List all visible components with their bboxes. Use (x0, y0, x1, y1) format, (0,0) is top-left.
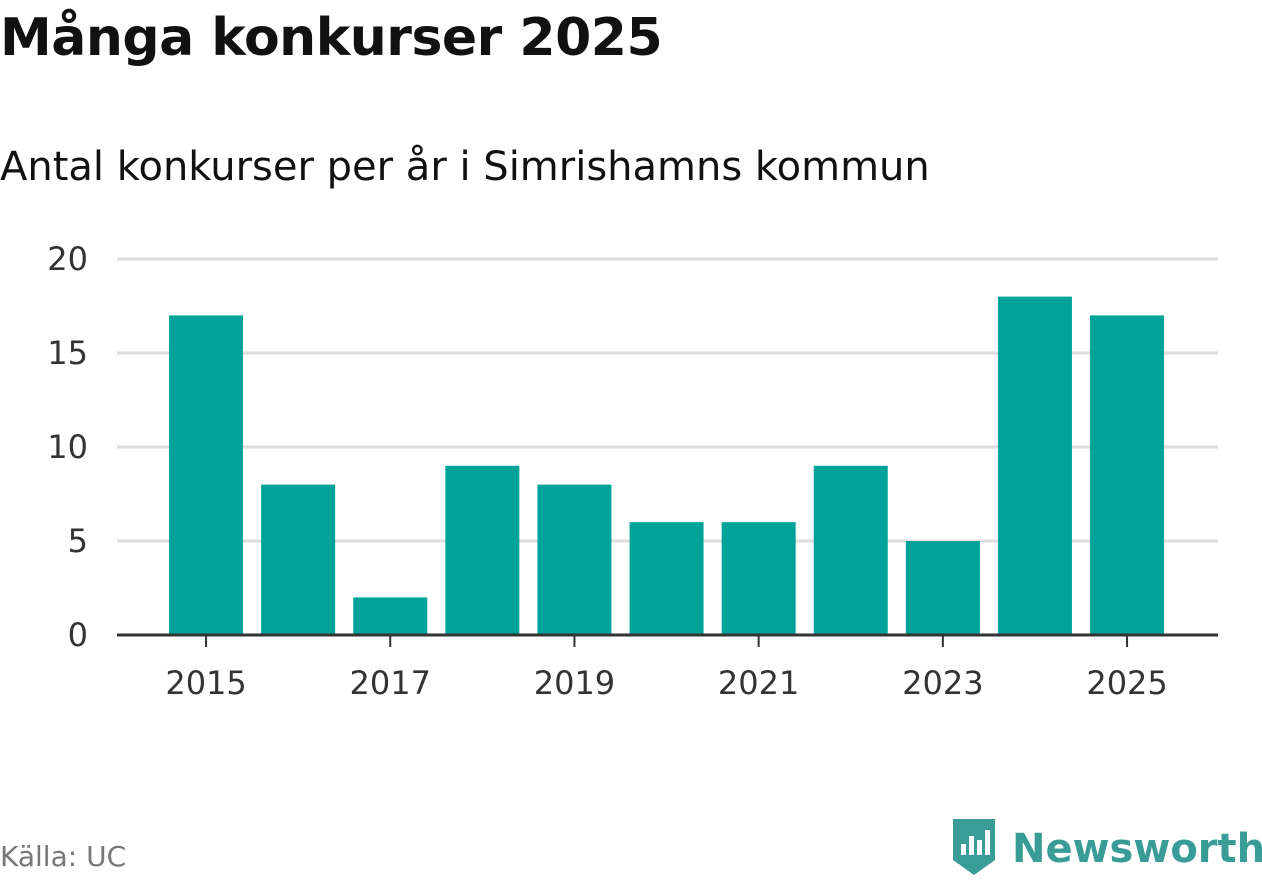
bar-2022 (813, 465, 888, 635)
newsworthy-logo-icon (950, 816, 998, 882)
chart-subtitle: Antal konkurser per år i Simrishamns kom… (0, 144, 930, 190)
brand-logo[interactable]: Newsworthy (950, 818, 1262, 880)
bar-2019 (537, 484, 612, 635)
bar-2025 (1090, 315, 1165, 635)
bar-2018 (445, 465, 520, 635)
bar-2017 (353, 597, 428, 635)
bar-2024 (997, 296, 1072, 635)
y-tick-label: 0 (68, 616, 88, 654)
brand-name: Newsworthy (1012, 826, 1262, 872)
x-tick-label: 2021 (718, 664, 799, 702)
source-note: Källa: UC (0, 840, 127, 873)
x-tick-label: 2019 (534, 664, 615, 702)
bar-2023 (905, 541, 980, 635)
y-tick-label: 15 (47, 334, 88, 372)
bar-2015 (169, 315, 244, 635)
x-tick-label: 2015 (165, 664, 246, 702)
x-tick-label: 2025 (1086, 664, 1167, 702)
x-tick-label: 2017 (350, 664, 431, 702)
x-tick-label: 2023 (902, 664, 983, 702)
bar-2016 (261, 484, 336, 635)
y-tick-label: 5 (68, 522, 88, 560)
y-tick-label: 20 (47, 240, 88, 278)
y-tick-label: 10 (47, 428, 88, 466)
bar-2021 (721, 522, 796, 635)
chart-title: Många konkurser 2025 (0, 8, 663, 68)
bar-2020 (629, 522, 704, 635)
